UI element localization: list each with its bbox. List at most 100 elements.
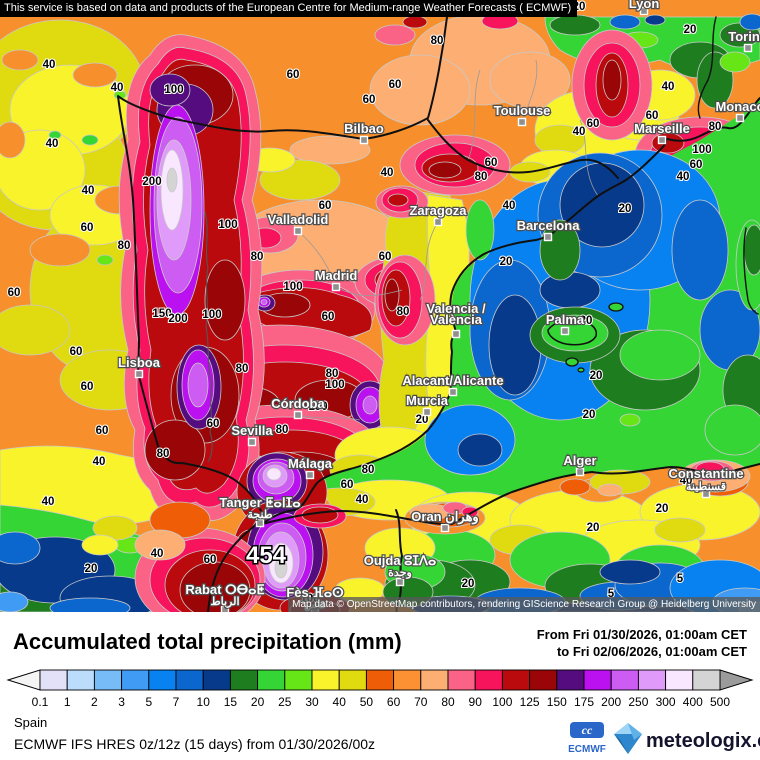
legend-panel: Accumulated total precipitation (mm) Fro… [0,612,760,760]
city-marker [560,326,570,336]
contour-label: 150 [152,308,171,320]
legend-title: Accumulated total precipitation (mm) [13,629,402,654]
contour-label: 20 [684,24,697,36]
contour-label: 40 [42,496,55,508]
attribution-text: Map data © OpenStreetMap contributors, r… [292,599,756,610]
city-marker [575,467,585,477]
city-marker [657,135,667,145]
contour-label: 80 [251,251,264,263]
scale-tick-label: 5 [145,695,152,709]
city-marker [359,135,369,145]
contour-label: 20 [462,578,475,590]
scale-tick-label: 7 [173,695,180,709]
scale-tick-label: 1 [64,695,71,709]
precipitation-map[interactable]: 20 20 80 40 60 40 40 100 60 60 60 60 80 40 40 100 60 40 60… [0,0,760,612]
contour-label: 20 [416,414,429,426]
contour-label: 60 [287,69,300,81]
city-marker [422,407,432,417]
contour-label: 60 [319,200,332,212]
scale-tick-label: 70 [414,695,428,709]
scale-segment [311,669,340,691]
ecmwf-logo[interactable]: cc ECMWF [568,722,606,755]
contour-label: 60 [690,159,703,171]
contour-label: 200 [168,313,187,325]
city-marker [255,518,265,528]
contour-label: 40 [46,138,59,150]
contour-label: 60 [341,479,354,491]
contour-label: 20 [587,522,600,534]
city-marker [293,226,303,236]
scale-tick-label: 90 [469,695,483,709]
city-label: Bilbao [344,121,384,136]
contour-label: 80 [118,240,131,252]
city-label: Torino [728,29,760,44]
scale-tick-label: 175 [574,695,594,709]
scale-tick-label: 400 [683,695,703,709]
contour-label: 100 [283,281,302,293]
contour-label: 20 [583,409,596,421]
scale-segment [610,669,639,691]
scale-segment [93,669,123,691]
contour-label: 60 [322,311,335,323]
scale-tick-label: 10 [197,695,211,709]
scale-tick-label: 20 [251,695,265,709]
contour-label: 100 [308,401,327,413]
city-sublabel: طنجة [247,509,272,521]
contour-label: 80 [431,35,444,47]
region-label: Spain [14,715,48,730]
contour-label: 60 [379,251,392,263]
scale-tick-label: 25 [278,695,292,709]
contour-label: 100 [692,144,711,156]
city-sublabel: وجدة [388,567,412,579]
city-label: Fès ⴼⴰⵙ [286,585,344,600]
scale-arrow-right [719,669,754,691]
city-marker [701,489,711,499]
city-marker [134,369,144,379]
scale-segment [665,669,694,691]
scale-segment [447,669,476,691]
city-label: Marseille [634,121,690,136]
city-marker [305,470,315,480]
city-label: Monaco [715,99,760,114]
scale-tick-label: 500 [710,695,730,709]
map-attribution: Map data © OpenStreetMap contributors, r… [288,597,760,612]
svg-text:cc: cc [582,723,593,737]
contour-label: 60 [587,118,600,130]
contour-label: 100 [325,379,344,391]
city-label: Alacant/Alicante [402,373,503,388]
max-precip-label: 454 [244,541,288,571]
scale-tick-label: 100 [492,695,512,709]
scale-segment [148,669,177,691]
contour-label: 20 [590,370,603,382]
max-value-label: 454 [246,542,287,569]
contour-label: 60 [389,79,402,91]
city-marker [433,217,443,227]
map-borders [117,16,760,612]
city-label: Madrid [315,268,358,283]
scale-segment [66,669,95,691]
scale-segment [474,669,503,691]
scale-segment [692,669,721,691]
precip-field [0,0,760,612]
contour-label: 20 [619,203,632,215]
meteologix-logo[interactable]: meteologix.com [614,723,760,754]
scale-tick-label: 3 [118,695,125,709]
contour-label: 60 [485,157,498,169]
scale-tick-label: 60 [387,695,401,709]
city-label: Alger [563,453,596,468]
contour-label: 60 [8,287,21,299]
contour-label: 40 [93,456,106,468]
forecast-period: From Fri 01/30/2026, 01:00am CET to Fri … [537,626,747,660]
contour-label: 80 [709,121,722,133]
contour-label: 20 [580,315,593,327]
scale-tick-label: 300 [656,695,676,709]
period-to: to Fri 02/06/2026, 01:00am CET [556,644,747,659]
city-marker [395,577,405,587]
contour-label: 20 [85,563,98,575]
city-label: Oran وهران [411,509,478,525]
city-marker [639,6,649,16]
city-label: Tanger ⵟⴰⵏⵊⴰ [219,495,300,510]
logos: cc ECMWF meteologix.com [568,720,760,758]
scale-tick-label: 40 [333,695,347,709]
scale-tick-label: 250 [628,695,648,709]
